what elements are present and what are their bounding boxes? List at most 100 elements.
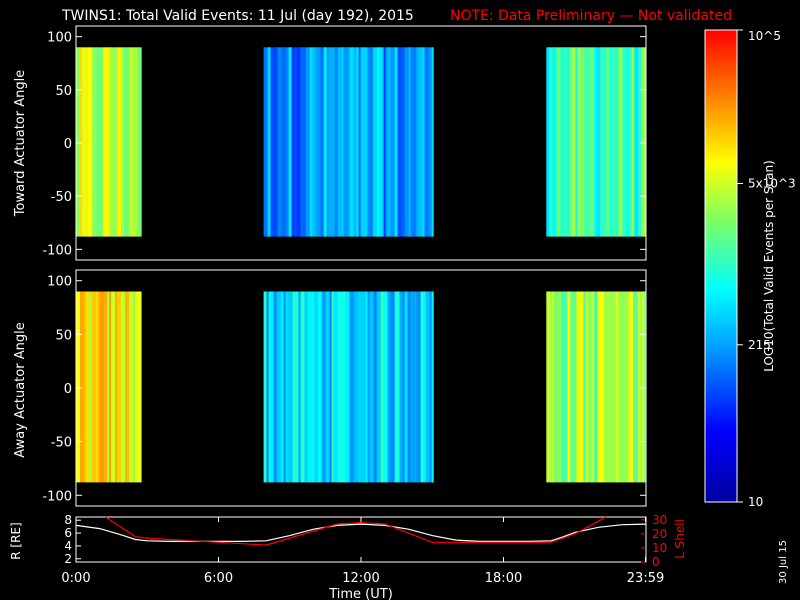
r-tick-label: 2 [64,552,72,566]
heatmap-column [337,47,342,237]
heatmap-column [425,291,430,483]
heatmap-column [383,291,388,483]
heatmap-column [428,47,432,237]
heatmap-column [596,47,601,237]
heatmap-column [390,291,395,483]
heatmap-column [312,47,316,237]
heatmap-column [329,291,332,483]
colorbar-ticks: 10 215 5x10^3 10^5 [737,29,796,509]
heatmap-column [307,291,312,483]
heatmap-column [556,47,561,237]
heatmap-column [111,291,116,483]
heatmap-column [417,47,422,237]
heatmap-column [373,291,377,483]
heatmap-column [121,291,126,483]
heatmap-column [414,291,417,483]
heatmap-column [292,291,295,483]
heatmap-column [266,291,269,483]
toward-panel: 100 50 0 -50 -100 Toward Actuator Angle [13,25,647,261]
figure-title: TWINS1: Total Valid Events: 11 Jul (day … [61,8,414,24]
heatmap-column [584,47,587,237]
heatmap-column [644,291,647,483]
heatmap-column [274,47,278,237]
heatmap-column [88,47,93,237]
heatmap-column [98,291,101,483]
heatmap-column [549,47,553,237]
heatmap-column [380,47,384,237]
heatmap-column [360,47,364,237]
heatmap-column [401,47,405,237]
heatmap-column [349,291,354,483]
heatmap-column [270,291,274,483]
heatmap-column [577,47,581,237]
x-tick-label: 18:00 [485,571,522,586]
heatmap-column [582,47,585,237]
heatmap-column [629,47,632,237]
heatmap-column [263,47,268,237]
heatmap-column [583,291,586,483]
y-tick-label: 50 [55,84,72,99]
heatmap-column [133,47,138,237]
heatmap-column [277,47,282,237]
heatmap-column [298,291,301,483]
heatmap-column [294,291,299,483]
heatmap-column [86,47,89,237]
heatmap-column [137,291,141,483]
heatmap-column [618,291,623,483]
heatmap-column [137,47,142,237]
heatmap-column [349,47,354,237]
heatmap-column [575,47,578,237]
y-tick-label: 0 [64,137,72,152]
r-tick-label: 8 [64,513,72,527]
toward-heatmap [76,47,647,237]
heatmap-column [353,47,357,237]
heatmap-column [546,47,550,237]
heatmap-column [333,291,338,483]
heatmap-column [291,47,295,237]
heatmap-column [283,291,286,483]
heatmap-column [288,291,293,483]
heatmap-column [552,291,555,483]
heatmap-column [641,47,644,237]
heatmap-column [376,291,381,483]
heatmap-column [323,47,327,237]
heatmap-column [394,47,398,237]
heatmap-column [580,291,584,483]
heatmap-column [341,291,346,483]
heatmap-column [285,291,289,483]
heatmap-column [412,291,415,483]
heatmap-column [89,291,93,483]
heatmap-column [397,47,402,237]
heatmap-column [591,291,595,483]
heatmap-column [570,47,573,237]
heatmap-column [424,47,429,237]
heatmap-column [128,47,131,237]
heatmap-column [615,47,619,237]
heatmap-column [296,47,301,237]
heatmap-column [372,47,377,237]
heatmap-column [311,291,315,483]
heatmap-column [580,47,583,237]
heatmap-column [347,47,350,237]
heatmap-column [546,291,551,483]
colorbar-tick-label: 5x10^3 [748,177,796,191]
heatmap-column [315,47,318,237]
heatmap-column [643,47,646,237]
heatmap-column [276,291,281,483]
heatmap-column [622,47,626,237]
heatmap-column [267,47,271,237]
heatmap-column [369,291,374,483]
preliminary-note: NOTE: Data Preliminary — Not validated [450,8,732,24]
heatmap-column [607,291,610,483]
heatmap-column [404,291,408,483]
heatmap-column [413,47,416,237]
heatmap-column [280,291,284,483]
lshell-tick-label: 20 [652,527,667,541]
x-tick-label: 6:00 [204,571,233,586]
away-y-axis-label: Away Actuator Angle [13,322,28,457]
heatmap-column [550,291,553,483]
y-tick-label: -50 [51,190,72,205]
